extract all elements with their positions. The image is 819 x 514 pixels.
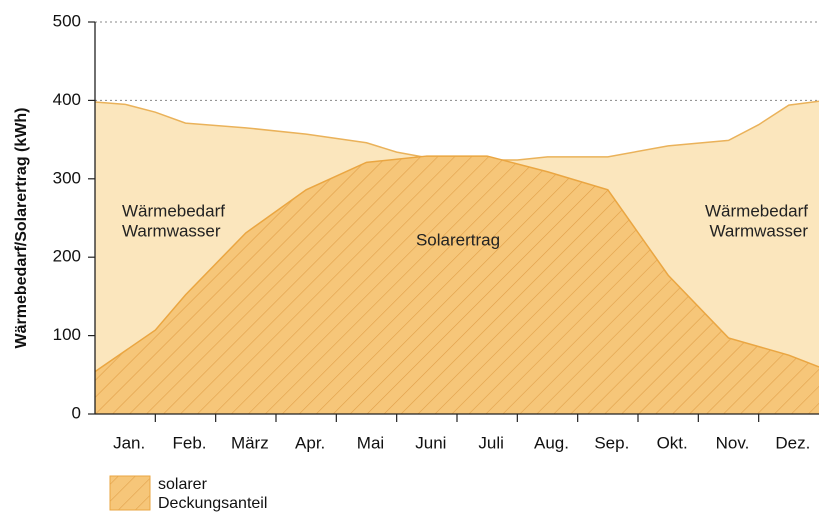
x-tick-label: Okt. [657, 433, 688, 452]
y-tick-label: 100 [53, 325, 81, 344]
y-axis-label: Wärmebedarf/Solarertrag (kWh) [13, 108, 30, 349]
x-tick-label: Sep. [594, 433, 629, 452]
legend-swatch-hatch [109, 475, 151, 511]
y-tick-label: 300 [53, 168, 81, 187]
annotation: Solarertrag [416, 230, 500, 249]
x-tick-label: Apr. [295, 433, 325, 452]
y-tick-label: 0 [72, 403, 81, 422]
annotation: Warmwasser [122, 221, 221, 240]
y-tick-label: 200 [53, 247, 81, 266]
area-hatch [95, 156, 819, 414]
y-tick-label: 500 [53, 11, 81, 30]
legend-label: Deckungsanteil [158, 495, 267, 512]
annotation: Warmwasser [709, 221, 808, 240]
area-line [94, 155, 819, 373]
annotation: Wärmebedarf [705, 201, 808, 220]
x-tick-label: Juli [478, 433, 504, 452]
x-tick-label: Aug. [534, 433, 569, 452]
x-tick-label: Feb. [172, 433, 206, 452]
x-tick-label: Mai [357, 433, 384, 452]
y-tick-label: 400 [53, 90, 81, 109]
legend-label: solarer [158, 476, 208, 493]
x-tick-label: März [231, 433, 269, 452]
x-tick-label: Juni [415, 433, 446, 452]
x-tick-label: Jan. [113, 433, 145, 452]
x-tick-label: Nov. [716, 433, 750, 452]
x-tick-label: Dez. [775, 433, 810, 452]
annotation: Wärmebedarf [122, 201, 225, 220]
